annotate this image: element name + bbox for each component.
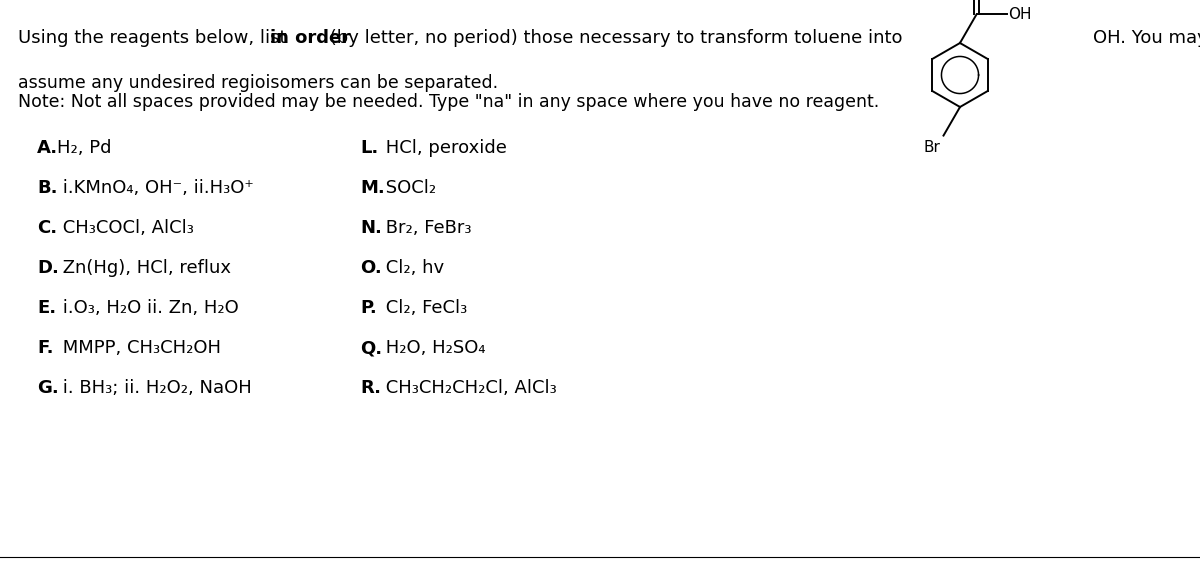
Text: B.: B. — [37, 179, 58, 197]
Text: MMPP, CH₃CH₂OH: MMPP, CH₃CH₂OH — [58, 339, 221, 357]
Text: F.: F. — [37, 339, 54, 357]
Text: R.: R. — [360, 379, 382, 397]
Text: Cl₂, FeCl₃: Cl₂, FeCl₃ — [380, 299, 467, 317]
Text: SOCl₂: SOCl₂ — [380, 179, 436, 197]
Text: E.: E. — [37, 299, 56, 317]
Text: CH₃CH₂CH₂Cl, AlCl₃: CH₃CH₂CH₂Cl, AlCl₃ — [380, 379, 557, 397]
Text: OH. You may: OH. You may — [1093, 29, 1200, 47]
Text: H₂, Pd: H₂, Pd — [58, 139, 112, 157]
Text: in order: in order — [270, 29, 350, 47]
Text: assume any undesired regioisomers can be separated.: assume any undesired regioisomers can be… — [18, 74, 498, 92]
Text: HCl, peroxide: HCl, peroxide — [380, 139, 506, 157]
Text: N.: N. — [360, 219, 382, 237]
Text: L.: L. — [360, 139, 378, 157]
Text: Cl₂, hv: Cl₂, hv — [380, 259, 444, 277]
Text: (by letter, no period) those necessary to transform toluene into: (by letter, no period) those necessary t… — [324, 29, 902, 47]
Text: i. BH₃; ii. H₂O₂, NaOH: i. BH₃; ii. H₂O₂, NaOH — [58, 379, 252, 397]
Text: Using the reagents below, list: Using the reagents below, list — [18, 29, 293, 47]
Text: OH: OH — [1008, 7, 1032, 22]
Text: D.: D. — [37, 259, 59, 277]
Text: CH₃COCl, AlCl₃: CH₃COCl, AlCl₃ — [58, 219, 194, 237]
Text: G.: G. — [37, 379, 59, 397]
Text: A.: A. — [37, 139, 58, 157]
Text: Br: Br — [924, 139, 941, 155]
Text: i.O₃, H₂O ii. Zn, H₂O: i.O₃, H₂O ii. Zn, H₂O — [58, 299, 239, 317]
Text: P.: P. — [360, 299, 377, 317]
Text: H₂O, H₂SO₄: H₂O, H₂SO₄ — [380, 339, 486, 357]
Text: C.: C. — [37, 219, 58, 237]
Text: Zn(Hg), HCl, reflux: Zn(Hg), HCl, reflux — [58, 259, 230, 277]
Text: O.: O. — [360, 259, 382, 277]
Text: Br₂, FeBr₃: Br₂, FeBr₃ — [380, 219, 472, 237]
Text: M.: M. — [360, 179, 385, 197]
Text: Q.: Q. — [360, 339, 382, 357]
Text: Note: Not all spaces provided may be needed. Type "na" in any space where you ha: Note: Not all spaces provided may be nee… — [18, 93, 880, 111]
Text: i.KMnO₄, OH⁻, ii.H₃O⁺: i.KMnO₄, OH⁻, ii.H₃O⁺ — [58, 179, 253, 197]
